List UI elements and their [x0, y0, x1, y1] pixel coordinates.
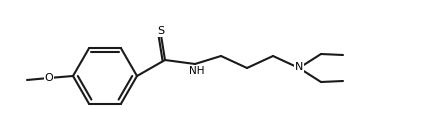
Text: NH: NH [189, 66, 205, 76]
Text: S: S [157, 26, 165, 36]
Text: O: O [45, 73, 53, 83]
Text: N: N [295, 62, 303, 72]
